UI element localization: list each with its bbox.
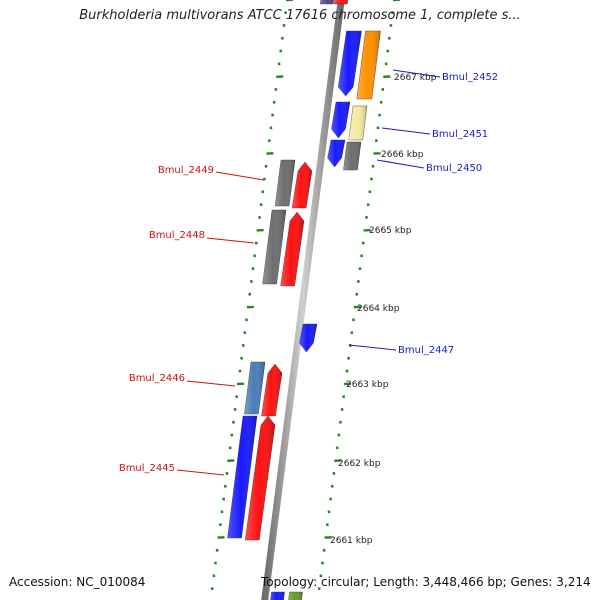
gene-bmul-2446[interactable] — [244, 361, 266, 415]
scale-label: 2666 kbp — [381, 150, 424, 160]
gene-forward-small[interactable] — [331, 101, 351, 139]
topology-info: Topology: circular; Length: 3,448,466 bp… — [261, 575, 591, 589]
gene-label-leader — [206, 237, 255, 244]
gene-bmul-2448-cds[interactable] — [280, 211, 305, 287]
gene-bmul-2445[interactable] — [227, 415, 258, 539]
gene-label-leader — [186, 380, 236, 387]
gene-top-purple[interactable] — [319, 0, 334, 5]
gene-bmul-2448[interactable] — [262, 209, 287, 285]
gene-bottom-blue[interactable] — [270, 591, 285, 600]
gene-bmul-2449[interactable] — [274, 159, 296, 207]
gene-label-leader — [381, 127, 431, 135]
gene-label[interactable]: Bmul_2450 — [426, 163, 482, 174]
gene-label[interactable]: Bmul_2449 — [158, 165, 214, 176]
scale-label: 2661 kbp — [330, 536, 373, 546]
scale-label: 2662 kbp — [338, 459, 381, 469]
scale-label: 2665 kbp — [369, 226, 412, 236]
scale-label: 2663 kbp — [346, 380, 389, 390]
chromosome-backbone — [261, 0, 345, 600]
gene-forward-small-2[interactable] — [327, 139, 346, 168]
gene-label[interactable]: Bmul_2448 — [149, 230, 205, 241]
gene-bmul-2450[interactable] — [343, 141, 362, 171]
gene-bmul-2446-cds[interactable] — [261, 363, 283, 417]
scale-label: 2664 kbp — [357, 304, 400, 314]
gene-bmul-2451[interactable] — [348, 105, 368, 141]
gene-bmul-2449-cds[interactable] — [291, 161, 313, 209]
gene-label-leader — [348, 344, 397, 351]
gene-bottom-olive[interactable] — [288, 591, 303, 600]
gene-bmul-2452-partner[interactable] — [337, 30, 362, 97]
gene-label-leader — [392, 69, 441, 78]
gene-bmul-2452[interactable] — [356, 30, 381, 100]
gene-label[interactable]: Bmul_2447 — [398, 345, 454, 356]
gene-label-leader — [376, 159, 425, 169]
scale-label: 2667 kbp — [394, 73, 437, 83]
map-title: Burkholderia multivorans ATCC 17616 chro… — [79, 8, 521, 23]
gene-bmul-2445-cds[interactable] — [244, 415, 276, 541]
gene-label[interactable]: Bmul_2451 — [432, 129, 488, 140]
accession-info: Accession: NC_010084 — [9, 575, 146, 589]
gene-label[interactable]: Bmul_2452 — [442, 72, 498, 83]
gene-label[interactable]: Bmul_2446 — [129, 373, 185, 384]
gene-label-leader — [215, 171, 265, 181]
gene-bmul-2447[interactable] — [299, 323, 318, 353]
gene-label[interactable]: Bmul_2445 — [119, 463, 175, 474]
gene-label-leader — [176, 469, 225, 476]
gene-top-red[interactable] — [333, 0, 348, 5]
